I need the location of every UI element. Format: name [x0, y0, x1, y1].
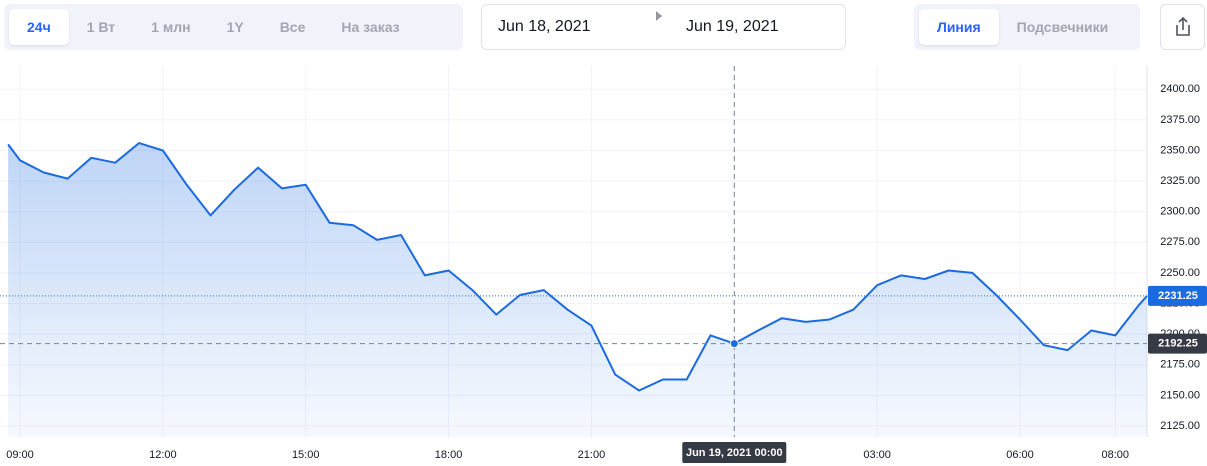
crosshair-value-label: 2192.25: [1158, 338, 1198, 350]
x-tick-label: 15:00: [292, 449, 320, 461]
y-tick-label: 2125.00: [1160, 420, 1200, 432]
y-tick-label: 2250.00: [1160, 267, 1200, 279]
range-button[interactable]: На заказ: [341, 19, 400, 35]
x-tick-label: 08:00: [1101, 449, 1129, 461]
range-button[interactable]: 24ч: [9, 9, 69, 45]
chart-type-button[interactable]: Линия: [919, 9, 999, 45]
x-tick-label: 09:00: [6, 449, 34, 461]
share-icon: [1176, 16, 1190, 36]
x-tick-label: 12:00: [149, 449, 177, 461]
y-tick-label: 2275.00: [1160, 236, 1200, 248]
crosshair-value-box: [1148, 333, 1207, 354]
x-tick-label: 06:00: [1006, 449, 1034, 461]
date-from[interactable]: Jun 18, 2021: [498, 18, 591, 35]
y-tick-label: 2300.00: [1160, 206, 1200, 218]
share-button[interactable]: [1160, 4, 1205, 50]
y-tick-label: 2175.00: [1160, 359, 1200, 371]
x-tick-label: 18:00: [435, 449, 463, 461]
crosshair-time-box: [682, 442, 787, 463]
range-button[interactable]: Все: [279, 19, 306, 35]
area: [8, 143, 1148, 437]
range-button[interactable]: 1 млн: [151, 19, 191, 35]
x-tick-label: 03:00: [863, 449, 891, 461]
last-price-label: 2231.25: [1158, 290, 1198, 302]
x-tick-label: 21:00: [578, 449, 606, 461]
date-range[interactable]: Jun 18, 2021 Jun 19, 2021: [481, 4, 846, 50]
y-tick-label: 2375.00: [1160, 114, 1200, 126]
y-tick-label: 2350.00: [1160, 144, 1200, 156]
y-tick-label: 2150.00: [1160, 389, 1200, 401]
chart-type-button[interactable]: Подсвечники: [1016, 19, 1109, 35]
arrow: [656, 11, 662, 21]
price-line: [7, 142, 1148, 392]
y-tick-label: 2400.00: [1160, 83, 1200, 95]
y-tick-label: 2325.00: [1160, 175, 1200, 187]
range-selector: 24ч 1 Вт 1 млн 1Y Все На заказ: [4, 4, 463, 50]
last-price-box: [1148, 285, 1207, 306]
range-button[interactable]: 1Y: [226, 19, 244, 35]
date-to[interactable]: Jun 19, 2021: [686, 18, 779, 35]
chart-type-selector: Линия Подсвечники: [914, 4, 1140, 50]
crosshair-time-label: Jun 19, 2021 00:00: [686, 447, 783, 459]
range-button[interactable]: 1 Вт: [86, 19, 116, 35]
crosshair-point: [729, 339, 739, 349]
